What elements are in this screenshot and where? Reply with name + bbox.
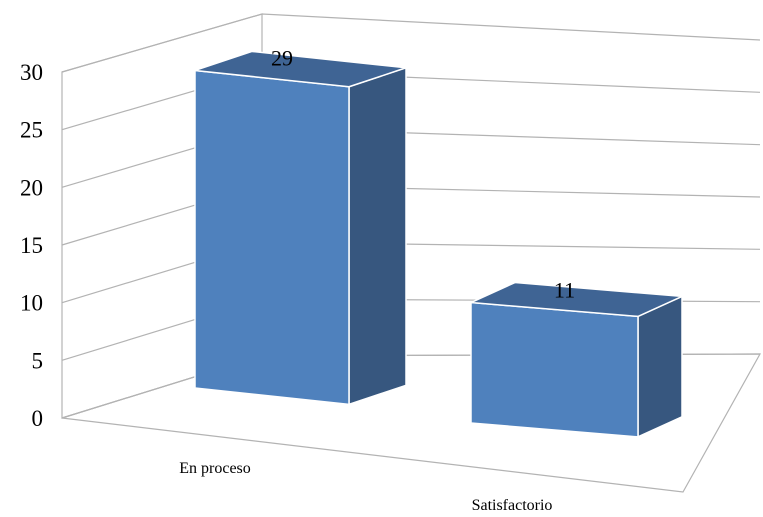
bar-side-face	[637, 295, 683, 439]
y-axis-ticks: 0 5 10 15 20 25 30	[20, 60, 43, 431]
bars: 29 11	[194, 45, 685, 439]
gridline	[61, 127, 761, 188]
bar-side-face	[348, 66, 407, 406]
bar-front-face	[194, 69, 350, 406]
category-label: Satisfactorio	[472, 497, 553, 514]
y-tick-label: 0	[32, 406, 44, 431]
gridline	[61, 13, 761, 73]
y-tick-label: 25	[20, 118, 43, 143]
gridline	[61, 70, 761, 131]
y-tick-label: 30	[20, 60, 43, 85]
bar-top-face	[468, 281, 685, 318]
bar-1: 29	[194, 45, 407, 406]
y-tick-label: 15	[20, 233, 43, 258]
data-label: 11	[554, 278, 575, 303]
gridline	[61, 184, 761, 246]
y-tick-label: 5	[32, 348, 44, 373]
bar-2: 11	[468, 278, 685, 439]
category-label: En proceso	[179, 460, 251, 477]
y-tick-label: 20	[20, 175, 43, 200]
bar-top-face	[194, 50, 407, 88]
bar-front-face	[470, 301, 639, 438]
x-axis-categories: En proceso Satisfactorio	[179, 460, 552, 514]
y-tick-label: 10	[20, 291, 43, 316]
data-label: 29	[271, 45, 293, 70]
